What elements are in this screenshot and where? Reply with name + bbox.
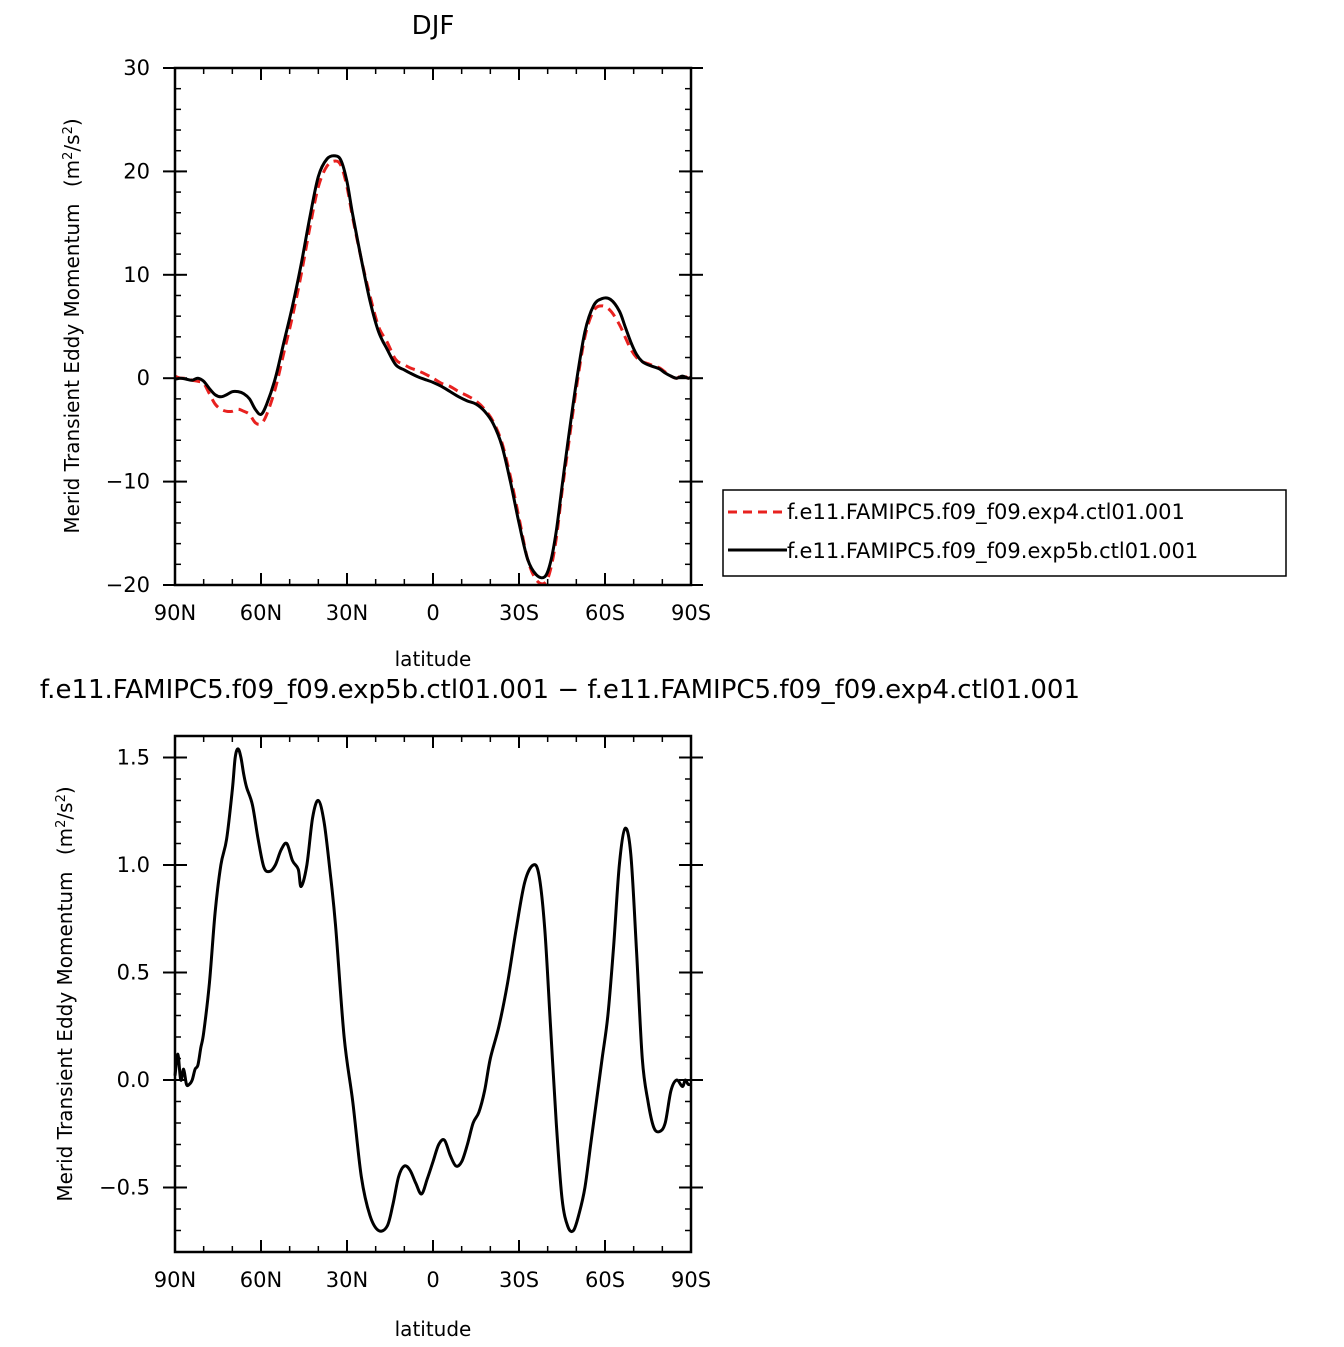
y-tick-label: −20 [106, 573, 150, 597]
top-panel-ylabel-units-sup: 2 [61, 152, 76, 160]
bottom-panel-ylabel-units-mid: /s [53, 802, 77, 819]
bottom-panel-series [173, 747, 692, 1234]
top-panel-ylabel: Merid Transient Eddy Momentum (m2/s2) [60, 118, 84, 533]
x-tick-label: 30N [326, 601, 368, 625]
top-panel-ylabel-units-mid: /s [60, 134, 84, 151]
bottom-panel-ticks: 90N 60N 30N 0 30S 60S 90S −0.5 0.0 0.5 1.0 1.5 [99, 735, 711, 1292]
y-tick-label: 0 [137, 366, 150, 390]
y-tick-label: 10 [123, 263, 150, 287]
y-tick-label: 1.5 [117, 746, 150, 770]
x-tick-label: 0 [426, 601, 439, 625]
bottom-panel-ylabel-units-sup: 2 [54, 820, 69, 828]
top-panel-ylabel-name: Merid Transient Eddy Momentum [60, 204, 84, 534]
top-panel-ylabel-units-base: (m [60, 160, 84, 187]
y-tick-label: 0.5 [117, 961, 150, 985]
x-tick-label: 60S [585, 1268, 625, 1292]
x-tick-label: 90N [154, 1268, 196, 1292]
top-panel-ylabel-units-end: ) [60, 118, 84, 126]
x-tick-label: 0 [426, 1268, 439, 1292]
y-tick-label: −0.5 [99, 1176, 150, 1200]
bottom-panel-ylabel-units-base: (m [53, 828, 77, 855]
bottom-panel-ylabel-units-sup2: 2 [54, 794, 69, 802]
top-panel: DJF 90N 60N 30N 0 30S 60S 90S −20 −10 0 10 20 30 lat… [60, 11, 1287, 671]
bottom-panel-ylabel-units-end: ) [53, 786, 77, 794]
x-tick-label: 90S [671, 1268, 711, 1292]
top-panel-title: DJF [412, 11, 455, 41]
legend: f.e11.FAMIPC5.f09_f09.exp4.ctl01.001 f.e… [722, 489, 1287, 577]
x-tick-label: 30S [499, 1268, 539, 1292]
bottom-panel-frame [173, 734, 693, 1254]
legend-label-exp4: f.e11.FAMIPC5.f09_f09.exp4.ctl01.001 [787, 500, 1185, 525]
x-tick-label: 30S [499, 601, 539, 625]
bottom-panel-title: f.e11.FAMIPC5.f09_f09.exp5b.ctl01.001 − … [40, 675, 1080, 705]
y-tick-label: 1.0 [117, 853, 150, 877]
x-tick-label: 30N [326, 1268, 368, 1292]
legend-label-exp5b: f.e11.FAMIPC5.f09_f09.exp5b.ctl01.001 [787, 539, 1198, 564]
top-panel-ticks: 90N 60N 30N 0 30S 60S 90S −20 −10 0 10 20 30 [106, 56, 711, 625]
y-tick-label: 20 [123, 159, 150, 183]
bottom-panel-ylabel-name: Merid Transient Eddy Momentum [53, 872, 77, 1202]
x-tick-label: 90S [671, 601, 711, 625]
x-tick-label: 60N [240, 1268, 282, 1292]
bottom-panel: f.e11.FAMIPC5.f09_f09.exp5b.ctl01.001 − … [40, 675, 1080, 1341]
y-tick-label: −10 [106, 470, 150, 494]
y-tick-label: 30 [123, 56, 150, 80]
bottom-panel-ylabel: Merid Transient Eddy Momentum (m2/s2) [53, 786, 77, 1201]
series-line-1 [174, 154, 692, 580]
series-line-0 [173, 747, 692, 1234]
top-panel-xlabel: latitude [395, 647, 472, 671]
series-line-0 [174, 159, 692, 586]
y-tick-label: 0.0 [117, 1068, 150, 1092]
top-panel-frame [173, 66, 693, 587]
x-tick-label: 60N [240, 601, 282, 625]
x-tick-label: 60S [585, 601, 625, 625]
top-panel-series [174, 154, 692, 586]
bottom-panel-xlabel: latitude [395, 1317, 472, 1341]
top-panel-ylabel-units-sup2: 2 [61, 126, 76, 134]
x-tick-label: 90N [154, 601, 196, 625]
legend-box [722, 489, 1287, 577]
